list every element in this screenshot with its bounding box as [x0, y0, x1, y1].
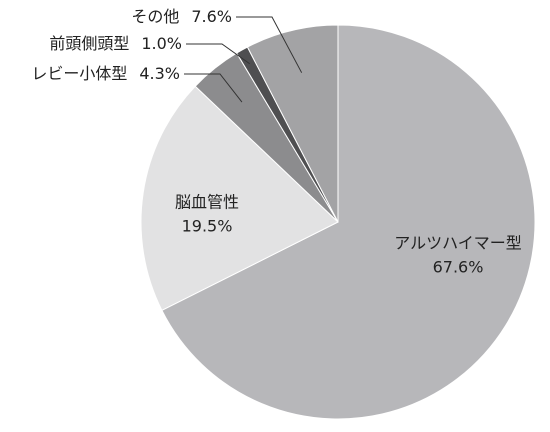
slice-percent: 67.6%	[433, 258, 484, 277]
slice-percent: 4.3%	[139, 64, 180, 83]
leader-line	[236, 16, 303, 73]
leader-line	[186, 43, 250, 65]
slice-name: 脳血管性	[175, 193, 239, 212]
slice-percent: 1.0%	[141, 34, 182, 53]
slice-percent: 19.5%	[182, 217, 233, 236]
slice-name: 前頭側頭型	[49, 34, 129, 53]
slice-name: アルツハイマー型	[394, 234, 522, 253]
slice-name: その他	[131, 7, 179, 26]
slice-percent: 7.6%	[191, 7, 232, 26]
pie-slice	[140, 85, 339, 312]
slice-label: その他 7.6%	[131, 7, 232, 26]
pie-slice	[246, 24, 339, 223]
slice-label: レビー小体型 4.3%	[31, 64, 180, 83]
slice-name: レビー小体型	[31, 64, 127, 83]
leader-line	[184, 73, 243, 103]
slice-label: 前頭側頭型 1.0%	[49, 34, 182, 53]
pie-slice	[161, 24, 536, 420]
